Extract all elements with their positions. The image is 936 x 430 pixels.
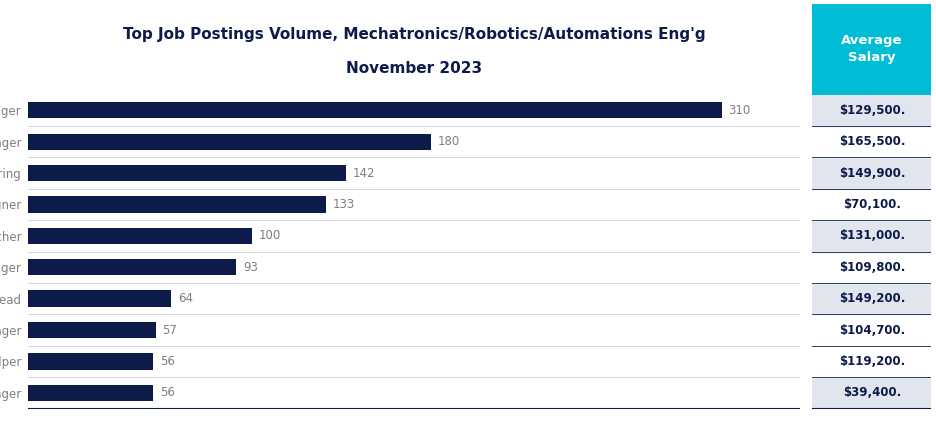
Text: 100: 100 [258,229,281,243]
Bar [812,283,931,314]
Text: 180: 180 [438,135,460,148]
Text: $149,900.: $149,900. [839,166,905,180]
Bar [812,220,931,252]
Bar [812,95,931,126]
Bar [28,197,326,212]
Text: $109,800.: $109,800. [839,261,905,274]
Text: $165,500.: $165,500. [839,135,905,148]
Bar [812,252,931,283]
Bar [28,353,154,369]
Bar [812,126,931,157]
Bar [28,322,155,338]
Text: 56: 56 [160,386,175,399]
Text: 310: 310 [728,104,751,117]
Bar [812,157,931,189]
Text: Top Job Postings Volume, Mechatronics/Robotics/Automations Eng'g: Top Job Postings Volume, Mechatronics/Ro… [123,27,706,42]
Bar [812,314,931,346]
Text: $104,700.: $104,700. [839,323,905,337]
Text: $131,000.: $131,000. [839,229,905,243]
Text: $129,500.: $129,500. [839,104,905,117]
Text: 142: 142 [353,166,375,180]
Text: $70,100.: $70,100. [843,198,900,211]
Text: Average
Salary: Average Salary [841,34,902,64]
Bar [28,102,722,118]
Bar [28,385,154,401]
Bar [812,346,931,377]
Bar [28,259,236,275]
Text: $149,200.: $149,200. [839,292,905,305]
Text: 56: 56 [160,355,175,368]
Text: November 2023: November 2023 [346,61,482,76]
Text: 57: 57 [162,323,177,337]
Bar [28,134,431,150]
Text: $39,400.: $39,400. [842,386,901,399]
Text: 93: 93 [243,261,257,274]
Bar [28,165,346,181]
Text: 133: 133 [332,198,355,211]
Bar [812,377,931,408]
Bar [812,189,931,220]
Text: 64: 64 [178,292,193,305]
Bar [28,291,171,307]
Bar [28,228,252,244]
Text: $119,200.: $119,200. [839,355,905,368]
